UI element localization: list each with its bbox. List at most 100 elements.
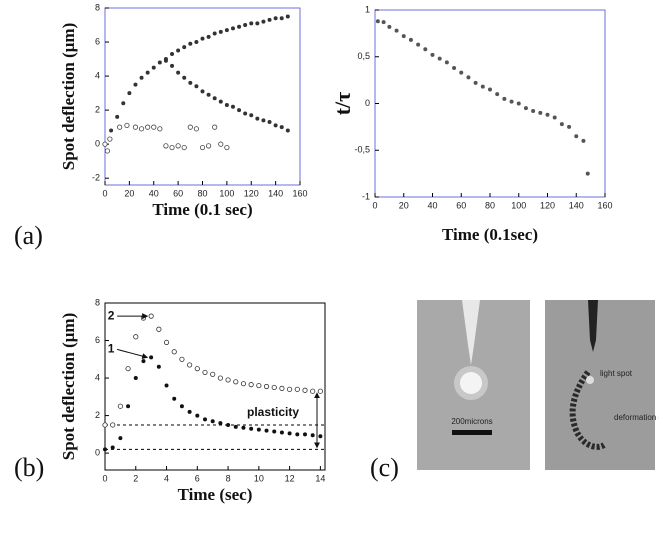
y-axis-title: Spot deflection (μm): [59, 23, 78, 171]
data-point: [115, 114, 120, 119]
panel-label: (b): [14, 453, 44, 482]
data-point: [225, 377, 231, 383]
data-point: [212, 124, 218, 130]
data-point: [224, 28, 229, 33]
data-point: [195, 413, 200, 418]
data-point: [387, 24, 392, 29]
data-point: [127, 91, 132, 96]
y-tick-label: -1: [362, 191, 370, 201]
data-point: [285, 14, 290, 19]
y-axis-title: Spot deflection (μm): [59, 313, 78, 461]
data-point: [172, 396, 177, 401]
data-point: [401, 34, 406, 39]
data-point: [218, 99, 223, 104]
data-point: [480, 84, 485, 89]
data-point: [574, 134, 579, 139]
photo: light spot deformation cuvette: [545, 300, 659, 470]
y-tick-label: 0,5: [357, 51, 370, 61]
data-point: [163, 339, 170, 346]
data-point: [394, 28, 399, 33]
data-point: [104, 148, 111, 154]
data-point: [459, 70, 464, 75]
data-point: [452, 65, 457, 70]
data-point: [157, 60, 162, 65]
series-label: 2: [108, 308, 115, 322]
x-tick-label: 140: [569, 200, 584, 210]
panel-label: (a): [14, 221, 43, 250]
data-point: [287, 431, 292, 436]
y-tick-label: 6: [95, 36, 100, 46]
data-point: [141, 359, 146, 364]
data-point: [545, 112, 550, 117]
x-tick-label: 14: [315, 473, 325, 483]
data-point: [124, 122, 130, 129]
y-tick-label: 2: [95, 104, 100, 114]
data-point: [224, 103, 229, 108]
data-point: [444, 60, 449, 65]
y-axis-title: t/τ: [330, 92, 355, 116]
data-point: [199, 144, 206, 151]
data-point: [194, 84, 199, 89]
data-point: [509, 99, 514, 104]
data-point: [200, 89, 205, 94]
data-point: [487, 87, 492, 92]
x-tick-label: 120: [540, 200, 555, 210]
x-tick-label: 140: [268, 188, 283, 198]
data-point: [157, 126, 163, 132]
data-point: [230, 104, 235, 109]
data-point: [523, 106, 528, 111]
data-point: [110, 422, 116, 428]
data-point: [187, 362, 193, 368]
x-tick-label: 12: [285, 473, 295, 483]
data-point: [156, 326, 162, 332]
data-point: [170, 63, 175, 68]
x-tick-label: 0: [102, 188, 107, 198]
data-point: [187, 409, 192, 414]
data-point: [109, 128, 114, 133]
data-point: [473, 80, 478, 85]
data-point: [531, 108, 536, 113]
x-tick-label: 100: [219, 188, 234, 198]
data-point: [170, 51, 175, 56]
x-tick-label: 160: [597, 200, 612, 210]
data-point: [255, 116, 260, 121]
data-point: [151, 124, 157, 130]
data-point: [237, 24, 242, 29]
y-tick-label: 8: [95, 2, 100, 12]
data-point: [156, 364, 161, 369]
data-point: [121, 101, 126, 106]
y-tick-label: 1: [365, 4, 370, 14]
x-tick-label: 120: [244, 188, 259, 198]
data-point: [502, 96, 507, 101]
data-point: [318, 434, 323, 439]
data-point: [182, 75, 187, 80]
data-point: [408, 37, 413, 42]
data-point: [381, 20, 386, 25]
data-point: [263, 383, 270, 390]
series-arrow: [117, 348, 149, 360]
plot-frame: [104, 302, 326, 471]
data-point: [179, 356, 185, 362]
data-point: [176, 48, 181, 53]
data-point: [423, 47, 428, 52]
data-point: [241, 425, 246, 430]
x-tick-label: 0: [102, 473, 107, 483]
data-point: [200, 36, 205, 41]
data-point: [175, 143, 181, 149]
data-point: [102, 422, 108, 428]
data-point: [249, 21, 254, 26]
data-point: [224, 144, 230, 151]
annotation: plasticity: [247, 405, 299, 419]
x-axis-title: Time (sec): [178, 485, 253, 504]
data-point: [125, 366, 131, 372]
data-point: [495, 92, 500, 97]
data-point: [188, 80, 193, 85]
data-point: [559, 122, 564, 127]
y-tick-label: 0: [365, 98, 370, 108]
data-point: [273, 16, 278, 21]
data-point: [516, 101, 521, 106]
data-point: [295, 432, 300, 437]
data-point: [233, 379, 239, 385]
data-point: [179, 404, 184, 409]
